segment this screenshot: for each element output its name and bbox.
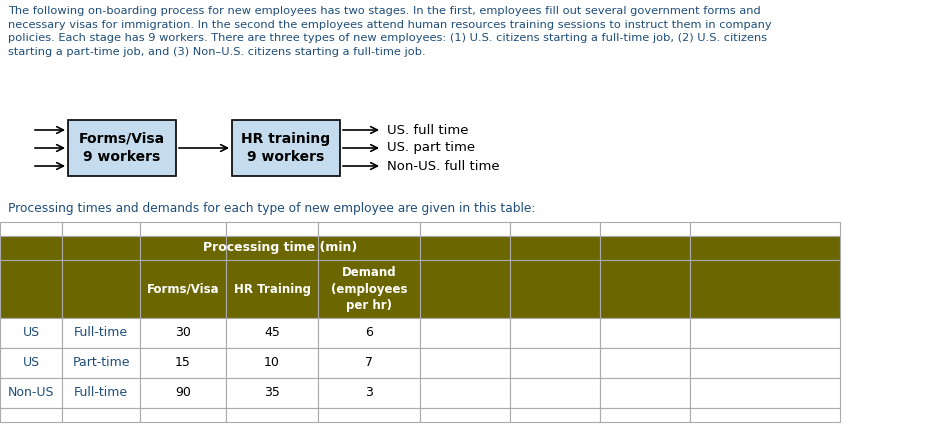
Bar xyxy=(62,260,140,318)
Bar xyxy=(690,318,840,348)
Bar xyxy=(0,408,62,422)
Text: Demand
(employees
per hr): Demand (employees per hr) xyxy=(331,267,408,311)
Bar xyxy=(510,348,600,378)
Bar xyxy=(62,408,140,422)
Bar xyxy=(510,222,600,236)
Bar xyxy=(318,378,420,408)
Text: 15: 15 xyxy=(175,356,191,369)
Bar xyxy=(510,236,600,260)
Bar xyxy=(600,348,690,378)
Bar xyxy=(420,318,510,348)
Text: US: US xyxy=(23,326,40,340)
Bar xyxy=(0,260,62,318)
Bar xyxy=(0,378,62,408)
Bar xyxy=(420,348,510,378)
Bar xyxy=(510,378,600,408)
Bar xyxy=(0,348,62,378)
Bar xyxy=(510,408,600,422)
Bar xyxy=(600,260,690,318)
Bar xyxy=(420,378,510,408)
Bar xyxy=(318,260,420,318)
Bar xyxy=(62,378,140,408)
Text: 9 workers: 9 workers xyxy=(84,150,161,164)
Text: 10: 10 xyxy=(264,356,280,369)
Bar xyxy=(600,318,690,348)
Text: Non-US: Non-US xyxy=(8,387,54,399)
Text: Full-time: Full-time xyxy=(74,387,128,399)
Text: The following on-boarding process for new employees has two stages. In the first: The following on-boarding process for ne… xyxy=(8,6,771,57)
Text: Non-US. full time: Non-US. full time xyxy=(387,160,500,172)
Bar xyxy=(62,236,140,260)
Bar xyxy=(226,222,318,236)
Text: 90: 90 xyxy=(175,387,191,399)
Bar xyxy=(318,348,420,378)
Bar xyxy=(600,378,690,408)
Bar xyxy=(690,236,840,260)
Text: Full-time: Full-time xyxy=(74,326,128,340)
Bar xyxy=(0,318,62,348)
Bar xyxy=(62,348,140,378)
Bar xyxy=(420,222,510,236)
Text: US. part time: US. part time xyxy=(387,141,475,154)
Text: 45: 45 xyxy=(264,326,280,340)
Bar xyxy=(690,348,840,378)
Bar xyxy=(420,408,510,422)
Bar xyxy=(510,260,600,318)
Bar xyxy=(62,318,140,348)
Bar xyxy=(600,222,690,236)
Bar xyxy=(140,260,226,318)
Text: Part-time: Part-time xyxy=(72,356,130,369)
Bar xyxy=(226,378,318,408)
Bar xyxy=(690,222,840,236)
Text: HR training: HR training xyxy=(241,132,331,146)
Bar xyxy=(600,408,690,422)
FancyBboxPatch shape xyxy=(232,120,340,176)
Bar xyxy=(318,408,420,422)
Bar xyxy=(226,408,318,422)
Text: 35: 35 xyxy=(264,387,280,399)
Bar xyxy=(420,260,510,318)
Text: US. full time: US. full time xyxy=(387,123,468,136)
Bar xyxy=(690,378,840,408)
Bar xyxy=(140,348,226,378)
Text: 7: 7 xyxy=(365,356,373,369)
Text: Processing time (min): Processing time (min) xyxy=(203,242,357,255)
FancyBboxPatch shape xyxy=(68,120,176,176)
Bar xyxy=(318,222,420,236)
Bar xyxy=(62,222,140,236)
Text: 3: 3 xyxy=(365,387,373,399)
Text: Forms/Visa: Forms/Visa xyxy=(146,283,219,295)
Bar xyxy=(226,236,318,260)
Bar xyxy=(140,318,226,348)
Bar xyxy=(420,236,510,260)
Bar xyxy=(318,318,420,348)
Bar xyxy=(690,260,840,318)
Bar xyxy=(226,318,318,348)
Text: HR Training: HR Training xyxy=(234,283,311,295)
Bar xyxy=(600,236,690,260)
Bar xyxy=(0,222,62,236)
Bar xyxy=(510,318,600,348)
Text: Forms/Visa: Forms/Visa xyxy=(79,132,165,146)
Text: 6: 6 xyxy=(365,326,373,340)
Bar xyxy=(140,408,226,422)
Text: 9 workers: 9 workers xyxy=(247,150,325,164)
Bar xyxy=(226,260,318,318)
Bar xyxy=(318,236,420,260)
Bar xyxy=(0,236,62,260)
Bar xyxy=(140,236,226,260)
Bar xyxy=(140,378,226,408)
Text: US: US xyxy=(23,356,40,369)
Bar xyxy=(690,408,840,422)
Bar xyxy=(226,348,318,378)
Text: 30: 30 xyxy=(175,326,191,340)
Bar xyxy=(140,222,226,236)
Text: Processing times and demands for each type of new employee are given in this tab: Processing times and demands for each ty… xyxy=(8,202,536,215)
